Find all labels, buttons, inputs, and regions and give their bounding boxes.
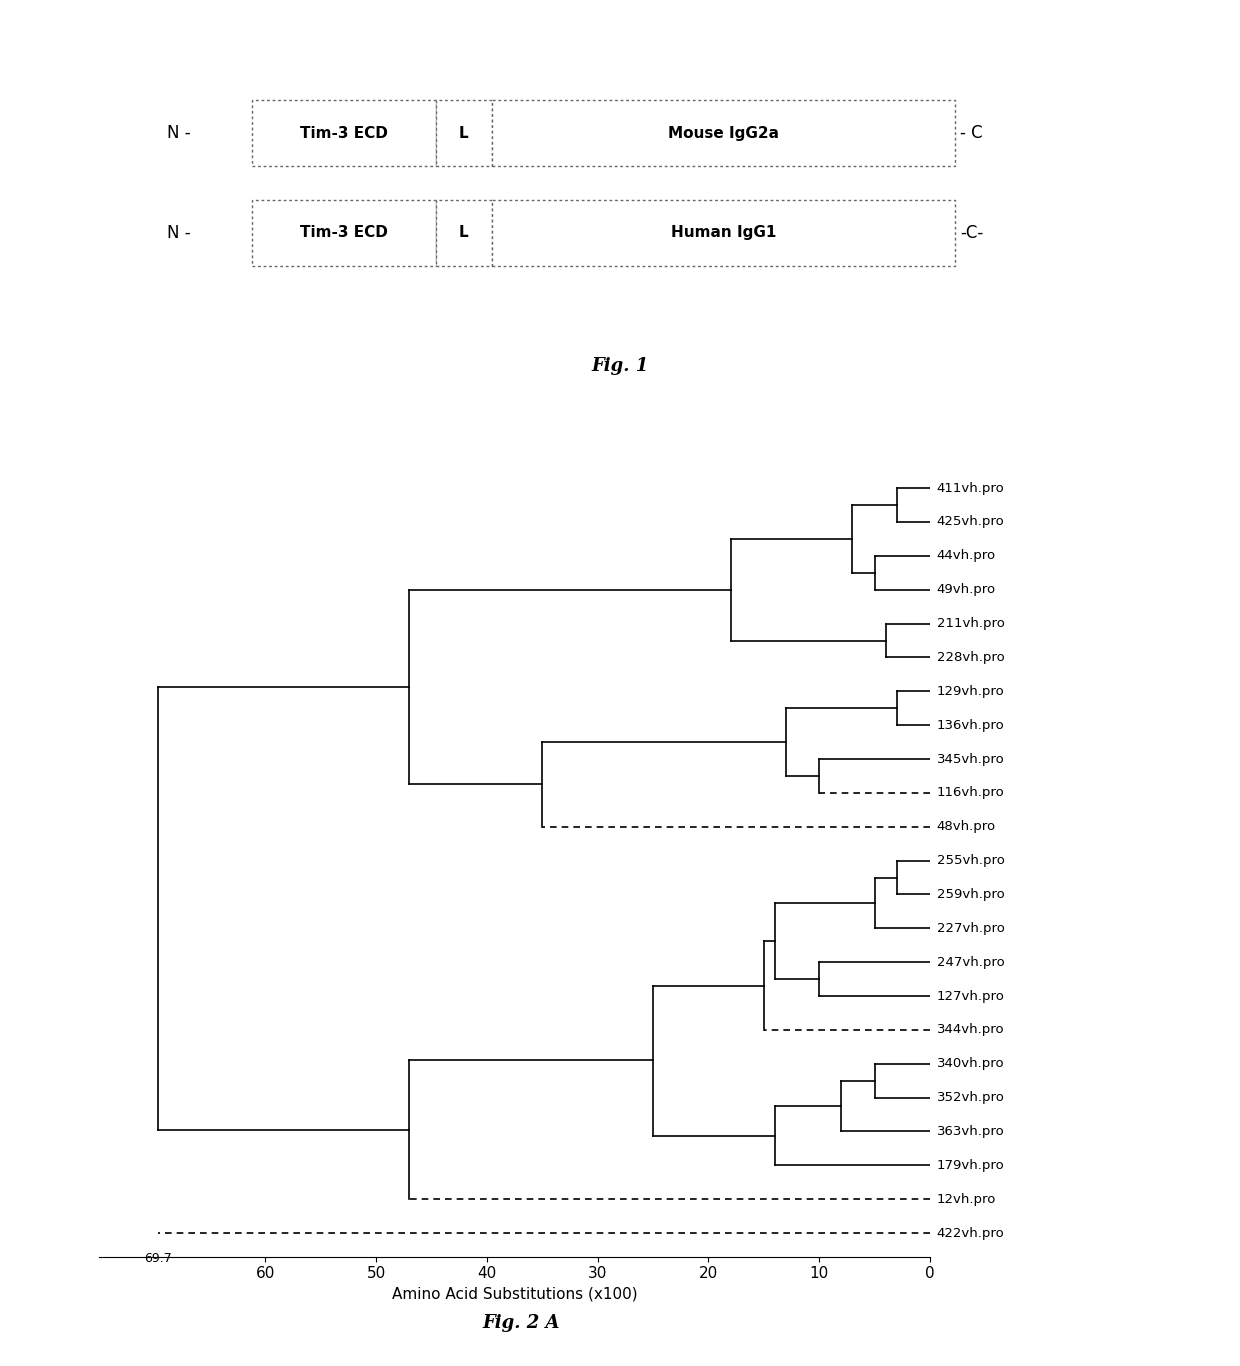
Text: 44vh.pro: 44vh.pro: [936, 549, 996, 563]
Text: 136vh.pro: 136vh.pro: [936, 719, 1004, 732]
Text: N -: N -: [166, 124, 191, 142]
Text: 352vh.pro: 352vh.pro: [936, 1091, 1004, 1104]
Text: 422vh.pro: 422vh.pro: [936, 1227, 1004, 1239]
Text: N -: N -: [166, 224, 191, 242]
Text: 363vh.pro: 363vh.pro: [936, 1126, 1004, 1138]
Text: 411vh.pro: 411vh.pro: [936, 482, 1004, 494]
Text: 127vh.pro: 127vh.pro: [936, 989, 1004, 1003]
X-axis label: Amino Acid Substitutions (x100): Amino Acid Substitutions (x100): [392, 1287, 637, 1302]
FancyBboxPatch shape: [491, 100, 955, 167]
Text: Tim-3 ECD: Tim-3 ECD: [300, 126, 388, 141]
FancyBboxPatch shape: [491, 199, 955, 266]
Text: 69.7: 69.7: [144, 1251, 172, 1265]
Text: -C-: -C-: [961, 224, 983, 242]
Text: L: L: [459, 126, 469, 141]
Text: 227vh.pro: 227vh.pro: [936, 922, 1004, 934]
Text: 259vh.pro: 259vh.pro: [936, 888, 1004, 902]
Text: 228vh.pro: 228vh.pro: [936, 652, 1004, 664]
Text: Human IgG1: Human IgG1: [671, 225, 776, 240]
Text: 48vh.pro: 48vh.pro: [936, 820, 996, 833]
Text: 345vh.pro: 345vh.pro: [936, 753, 1004, 765]
Text: Fig. 1: Fig. 1: [591, 357, 649, 374]
Text: 116vh.pro: 116vh.pro: [936, 787, 1004, 799]
FancyBboxPatch shape: [252, 199, 436, 266]
Text: - C: - C: [961, 124, 983, 142]
FancyBboxPatch shape: [436, 199, 491, 266]
Text: 344vh.pro: 344vh.pro: [936, 1023, 1004, 1037]
Text: 255vh.pro: 255vh.pro: [936, 854, 1004, 867]
Text: 129vh.pro: 129vh.pro: [936, 684, 1004, 698]
Text: 247vh.pro: 247vh.pro: [936, 956, 1004, 968]
Text: Mouse IgG2a: Mouse IgG2a: [667, 126, 779, 141]
Text: L: L: [459, 225, 469, 240]
Text: 49vh.pro: 49vh.pro: [936, 583, 996, 596]
Text: 425vh.pro: 425vh.pro: [936, 515, 1004, 529]
Text: Tim-3 ECD: Tim-3 ECD: [300, 225, 388, 240]
Text: Fig. 2 A: Fig. 2 A: [482, 1314, 559, 1332]
Text: 179vh.pro: 179vh.pro: [936, 1158, 1004, 1172]
FancyBboxPatch shape: [252, 100, 436, 167]
Text: 211vh.pro: 211vh.pro: [936, 617, 1004, 630]
FancyBboxPatch shape: [436, 100, 491, 167]
Text: 340vh.pro: 340vh.pro: [936, 1057, 1004, 1070]
Text: 12vh.pro: 12vh.pro: [936, 1193, 996, 1206]
